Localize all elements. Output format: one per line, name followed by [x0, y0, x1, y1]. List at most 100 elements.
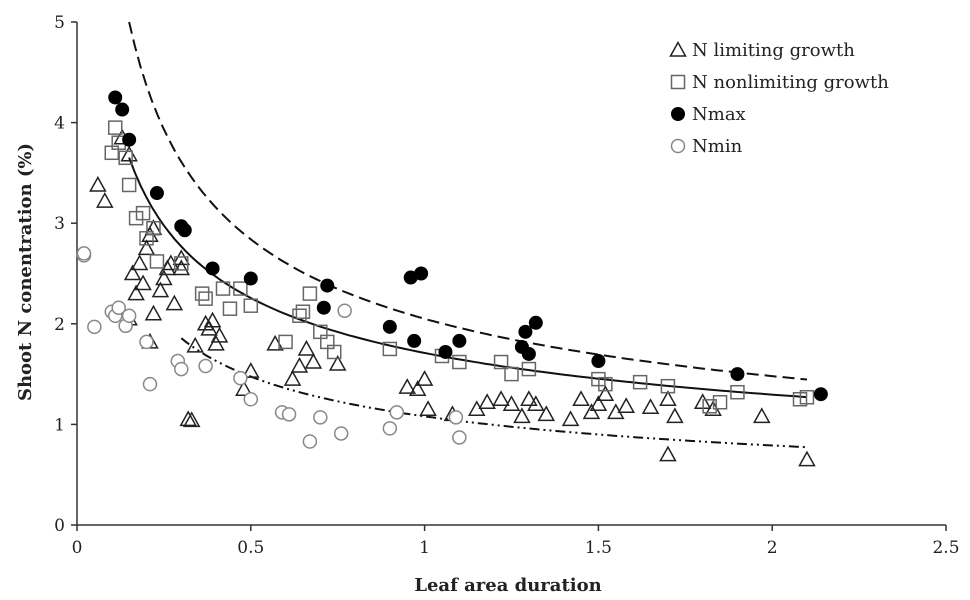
legend-marker-4	[670, 138, 686, 154]
point-series-2	[215, 281, 231, 296]
point-series-2	[149, 254, 165, 269]
point-series-1	[617, 397, 635, 414]
point-series-1	[492, 390, 510, 406]
point-series-1	[203, 311, 222, 328]
point-series-2	[222, 301, 238, 316]
point-series-1	[127, 284, 145, 301]
point-series-1	[144, 304, 163, 321]
x-tick-label: 0	[72, 538, 83, 558]
point-series-1	[537, 405, 556, 422]
point-series-1	[96, 192, 114, 208]
y-tick-label: 3	[54, 214, 65, 234]
point-series-1	[242, 362, 260, 378]
point-series-1	[419, 400, 437, 417]
point-series-3	[177, 223, 192, 238]
x-tick-label: 1.5	[585, 538, 612, 558]
ticks: 0 0.5 1 1.5 2 2.5 0 1 2 3 4 5	[54, 13, 959, 558]
point-series-4	[337, 303, 352, 318]
point-series-3	[320, 278, 335, 293]
point-series-2	[382, 341, 398, 357]
fitted-curves	[128, 21, 808, 449]
legend-label-1: N limiting growth	[692, 40, 855, 61]
point-series-1	[582, 403, 601, 420]
point-series-4	[302, 434, 318, 449]
point-series-2	[198, 291, 213, 306]
point-series-1	[561, 410, 580, 427]
fit-curve-dashed	[128, 21, 808, 381]
point-series-2	[712, 395, 728, 410]
point-series-1	[798, 450, 816, 467]
point-series-3	[382, 319, 397, 334]
point-series-1	[641, 398, 660, 415]
point-series-4	[174, 361, 189, 377]
axes	[76, 22, 946, 526]
point-series-3	[407, 333, 422, 348]
point-series-1	[186, 336, 204, 353]
legend-label-4: Nmin	[692, 136, 743, 157]
point-series-2	[135, 205, 151, 221]
point-series-4	[198, 358, 213, 374]
point-series-4	[333, 426, 349, 441]
point-series-4	[142, 376, 158, 392]
y-tick-label: 5	[54, 13, 65, 33]
point-series-1	[151, 281, 170, 298]
point-series-1	[89, 175, 107, 192]
x-axis-title: Leaf area duration	[414, 575, 601, 596]
point-series-4	[87, 319, 102, 335]
point-series-3	[414, 266, 429, 281]
point-series-3	[518, 324, 533, 339]
point-series-2	[121, 177, 137, 193]
x-tick-label: 0.5	[237, 538, 264, 558]
point-series-1	[123, 264, 142, 281]
point-series-2	[730, 384, 745, 400]
point-series-4	[76, 246, 92, 261]
point-series-1	[200, 319, 218, 336]
point-series-2	[452, 354, 467, 370]
point-series-2	[660, 378, 676, 394]
point-series-1	[207, 334, 225, 351]
x-tick-label: 2.5	[932, 538, 959, 558]
point-series-1	[572, 390, 590, 406]
y-axis-title: Shoot N conentration (%)	[15, 143, 36, 401]
point-series-1	[596, 385, 615, 401]
point-series-2	[107, 120, 123, 135]
point-series-2	[504, 366, 519, 382]
point-series-1	[137, 239, 156, 256]
point-series-3	[591, 354, 606, 369]
point-series-3	[149, 186, 164, 201]
point-series-2	[493, 354, 509, 370]
legend-marker-3	[671, 107, 685, 121]
point-series-2	[326, 344, 342, 360]
point-series-3	[243, 271, 258, 286]
point-series-1	[408, 380, 427, 396]
legend-label-3: Nmax	[692, 104, 746, 125]
point-series-1	[283, 370, 302, 386]
point-series-1	[527, 395, 545, 412]
point-series-1	[304, 352, 323, 369]
point-series-4	[281, 407, 297, 422]
point-series-1	[235, 380, 253, 396]
point-series-1	[155, 269, 173, 286]
point-series-3	[452, 333, 467, 348]
point-series-3	[205, 261, 220, 276]
point-series-2	[632, 374, 648, 390]
point-series-1	[290, 357, 309, 373]
point-series-2	[233, 281, 248, 296]
point-series-4	[382, 421, 398, 436]
point-series-4	[111, 300, 126, 315]
point-series-4	[243, 392, 259, 407]
point-series-2	[702, 399, 717, 414]
point-series-1	[134, 274, 152, 291]
y-tick-label: 1	[54, 415, 65, 435]
y-tick-label: 2	[54, 315, 65, 335]
point-series-3	[528, 315, 543, 330]
x-tick-label: 1	[419, 538, 430, 558]
point-series-2	[302, 286, 318, 301]
point-series-1	[513, 407, 531, 424]
fit-curve-solid	[128, 157, 808, 399]
point-series-2	[174, 256, 189, 271]
data-points	[76, 90, 828, 467]
point-series-3	[813, 387, 828, 402]
legend: N limiting growth N nonlimiting growth Nma…	[669, 40, 889, 157]
